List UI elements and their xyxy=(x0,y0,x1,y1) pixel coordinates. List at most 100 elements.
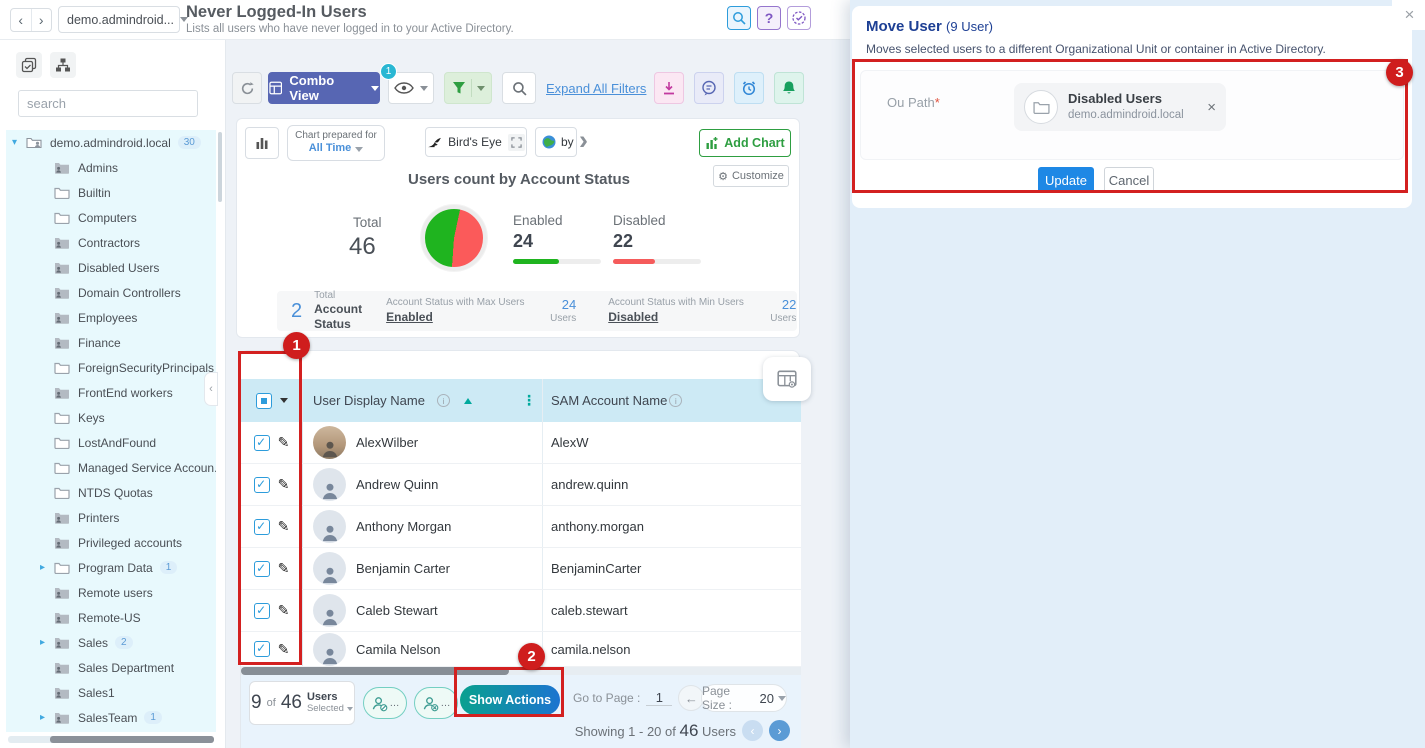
carousel-next-icon[interactable]: › xyxy=(579,125,588,155)
panel-close-button[interactable]: × xyxy=(1392,0,1425,30)
tree-node-privileged-accounts[interactable]: Privileged accounts xyxy=(6,530,216,555)
expand-all-filters-link[interactable]: Expand All Filters xyxy=(546,81,647,96)
row-checkbox[interactable] xyxy=(253,518,270,535)
tree-vertical-scrollbar[interactable] xyxy=(218,132,222,202)
tree-horizontal-scrollbar[interactable] xyxy=(8,736,214,743)
export-button[interactable] xyxy=(654,72,684,104)
info-icon[interactable]: i xyxy=(669,394,683,407)
ou-path-chip[interactable]: Disabled Users demo.admindroid.local × xyxy=(1014,83,1226,131)
tree-node-computers[interactable]: Computers xyxy=(6,205,216,230)
edit-icon[interactable]: ✎ xyxy=(277,602,290,618)
add-chart-button[interactable]: Add Chart xyxy=(699,129,791,157)
table-row-camila-nelson[interactable]: ✎ Camila Nelson camila.nelson xyxy=(241,632,801,667)
sidebar-collapse-handle[interactable]: ‹ xyxy=(204,372,218,406)
tree-node-lostandfound[interactable]: LostAndFound xyxy=(6,430,216,455)
show-actions-button[interactable]: Show Actions xyxy=(460,685,560,715)
alerts-button[interactable] xyxy=(774,72,804,104)
row-checkbox[interactable] xyxy=(253,641,270,657)
cancel-button[interactable]: Cancel xyxy=(1104,167,1154,193)
selection-menu-caret[interactable] xyxy=(279,398,288,403)
tree-node-contractors[interactable]: Contractors xyxy=(6,230,216,255)
tree-node-sales-department[interactable]: Sales Department xyxy=(6,655,216,680)
tree-node-foreignsecurityprincipals[interactable]: ForeignSecurityPrincipals xyxy=(6,355,216,380)
tab-birds-eye[interactable]: Bird's Eye xyxy=(425,127,527,157)
expander-icon[interactable] xyxy=(40,562,54,573)
scheduler-button[interactable] xyxy=(787,6,811,30)
column-visibility-button[interactable] xyxy=(388,72,434,104)
user-action-button-1[interactable]: … xyxy=(363,687,407,719)
sort-asc-icon[interactable] xyxy=(463,397,472,404)
tab-next-chart[interactable]: by xyxy=(535,127,577,157)
ou-tree-button[interactable] xyxy=(50,52,76,78)
tree-node-employees[interactable]: Employees xyxy=(6,305,216,330)
prev-page-button[interactable]: ‹ xyxy=(742,720,763,741)
tree-search-input[interactable] xyxy=(27,96,203,111)
chart-type-button[interactable] xyxy=(245,127,279,159)
tree-node-frontend-workers[interactable]: FrontEnd workers xyxy=(6,380,216,405)
edit-icon[interactable]: ✎ xyxy=(277,640,290,657)
expander-icon[interactable] xyxy=(40,712,54,723)
global-search-button[interactable] xyxy=(727,6,751,30)
tree-node-sales1[interactable]: Sales1 xyxy=(6,680,216,705)
page-size-dropdown[interactable]: Page Size : 20 xyxy=(701,684,787,712)
help-button[interactable]: ? xyxy=(757,6,781,30)
min-status-link[interactable]: Disabled xyxy=(608,309,659,324)
max-status-link[interactable]: Enabled xyxy=(386,309,433,324)
tree-node-builtin[interactable]: Builtin xyxy=(6,180,216,205)
goto-page-input[interactable] xyxy=(646,690,673,706)
combo-view-button[interactable]: Combo View xyxy=(268,72,380,104)
tree-node-admins[interactable]: Admins xyxy=(6,155,216,180)
report-views-button[interactable] xyxy=(16,52,42,78)
tree-node-domain-controllers[interactable]: Domain Controllers xyxy=(6,280,216,305)
chart-time-range-button[interactable]: Chart prepared for All Time xyxy=(287,125,385,161)
column-chooser-button[interactable] xyxy=(763,357,811,401)
chip-remove-icon[interactable]: × xyxy=(1207,98,1216,116)
tree-node-remote-users[interactable]: Remote users xyxy=(6,580,216,605)
edit-icon[interactable]: ✎ xyxy=(277,476,290,492)
forward-icon[interactable]: › xyxy=(30,9,52,31)
table-horizontal-scrollbar[interactable] xyxy=(241,667,801,675)
feedback-button[interactable] xyxy=(694,72,724,104)
expander-icon[interactable] xyxy=(12,137,26,148)
customize-button[interactable]: ⚙ Customize xyxy=(713,165,789,187)
account-status-pie-chart[interactable] xyxy=(421,205,487,271)
tree-node-finance[interactable]: Finance xyxy=(6,330,216,355)
quick-search-button[interactable] xyxy=(502,72,536,104)
selected-count-dropdown[interactable]: 9 of 46 Users Selected xyxy=(249,681,355,725)
back-icon[interactable]: ‹ xyxy=(18,12,24,28)
edit-icon[interactable]: ✎ xyxy=(277,518,290,534)
row-checkbox[interactable] xyxy=(253,476,270,493)
tree-node-ntds-quotas[interactable]: NTDS Quotas xyxy=(6,480,216,505)
table-row-benjamin-carter[interactable]: ✎ Benjamin Carter BenjaminCarter xyxy=(241,548,801,590)
filter-button[interactable] xyxy=(444,72,492,104)
update-button[interactable]: Update xyxy=(1038,167,1094,193)
edit-icon[interactable]: ✎ xyxy=(277,560,290,576)
info-icon[interactable]: i xyxy=(436,394,450,407)
column-menu-icon[interactable]: ⋮ xyxy=(522,392,536,408)
tree-node-managed-service-accounts[interactable]: Managed Service Accoun... xyxy=(6,455,216,480)
row-checkbox[interactable] xyxy=(253,434,270,451)
table-row-andrew-quinn[interactable]: ✎ Andrew Quinn andrew.quinn xyxy=(241,464,801,506)
row-checkbox[interactable] xyxy=(253,560,270,577)
tree-node-printers[interactable]: Printers xyxy=(6,505,216,530)
refresh-button[interactable] xyxy=(232,72,262,104)
fullscreen-icon[interactable] xyxy=(507,133,525,151)
schedule-button[interactable] xyxy=(734,72,764,104)
table-row-anthony-morgan[interactable]: ✎ Anthony Morgan anthony.morgan xyxy=(241,506,801,548)
user-action-button-2[interactable]: … xyxy=(414,687,458,719)
row-checkbox[interactable] xyxy=(253,602,270,619)
domain-selector[interactable]: demo.admindroid... xyxy=(58,6,189,33)
tree-node-disabled-users[interactable]: Disabled Users xyxy=(6,255,216,280)
next-page-button[interactable]: › xyxy=(769,720,790,741)
table-row-alexwilber[interactable]: ✎ AlexWilber AlexW xyxy=(241,422,801,464)
expander-icon[interactable] xyxy=(40,637,54,648)
table-row-caleb-stewart[interactable]: ✎ Caleb Stewart caleb.stewart xyxy=(241,590,801,632)
select-all-checkbox[interactable] xyxy=(255,392,272,409)
edit-icon[interactable]: ✎ xyxy=(277,434,290,450)
tree-node-keys[interactable]: Keys xyxy=(6,405,216,430)
tree-node-remote-us[interactable]: Remote-US xyxy=(6,605,216,630)
